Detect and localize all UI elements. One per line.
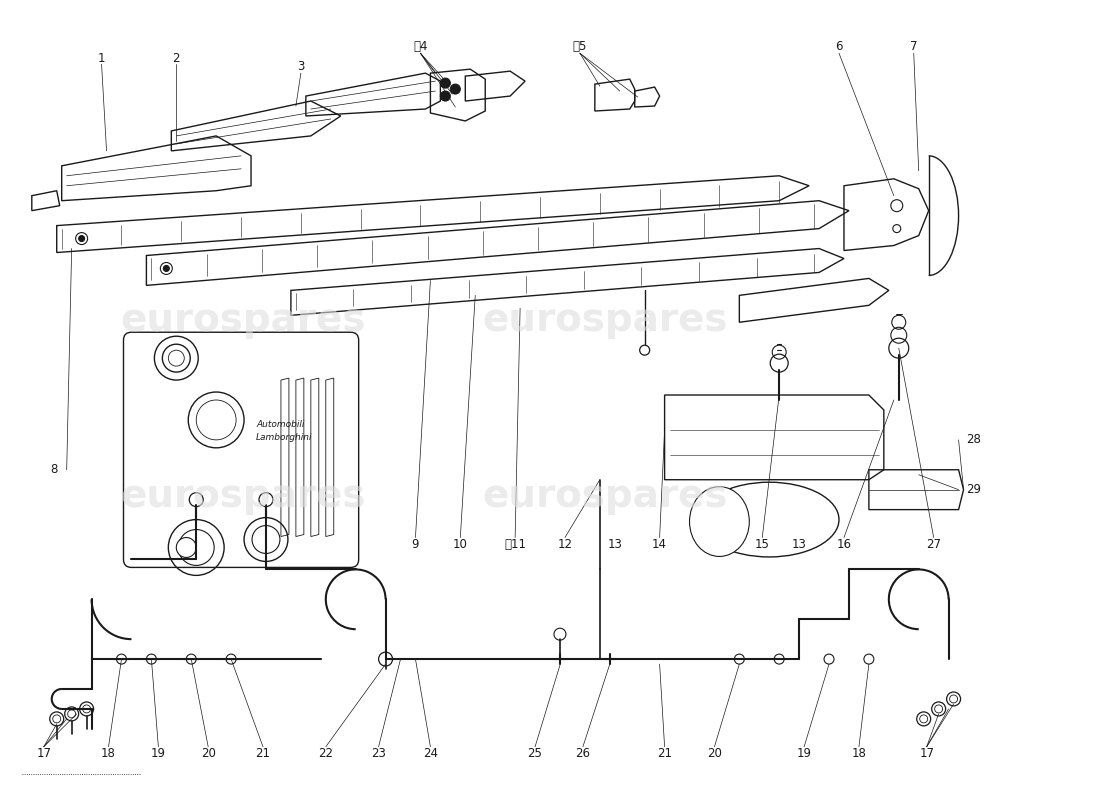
Text: 28: 28 (966, 434, 981, 446)
FancyBboxPatch shape (123, 332, 359, 567)
Text: 27: 27 (926, 538, 942, 551)
Text: ⁦5: ⁦5 (573, 40, 587, 53)
Text: 19: 19 (796, 747, 812, 760)
Text: 25: 25 (528, 747, 542, 760)
Text: 2: 2 (173, 52, 180, 65)
Circle shape (440, 91, 450, 101)
Text: 26: 26 (575, 747, 591, 760)
Text: 13: 13 (792, 538, 806, 551)
Text: Automobili: Automobili (256, 421, 305, 430)
Text: eurospares: eurospares (482, 302, 727, 339)
Text: 20: 20 (201, 747, 216, 760)
Text: eurospares: eurospares (120, 302, 366, 339)
Text: 22: 22 (318, 747, 333, 760)
Ellipse shape (690, 486, 749, 557)
Text: 8: 8 (50, 463, 57, 476)
Ellipse shape (700, 482, 839, 557)
Text: 12: 12 (558, 538, 572, 551)
Text: ⁦4: ⁦4 (414, 40, 428, 53)
Text: eurospares: eurospares (120, 477, 366, 514)
Text: 7: 7 (910, 40, 917, 53)
Circle shape (78, 235, 85, 242)
Text: 29: 29 (966, 483, 981, 496)
Text: 21: 21 (255, 747, 271, 760)
Text: 13: 13 (607, 538, 623, 551)
Text: 3: 3 (297, 60, 305, 73)
Text: 1: 1 (98, 52, 106, 65)
Circle shape (450, 84, 460, 94)
Text: 15: 15 (755, 538, 770, 551)
Text: 18: 18 (851, 747, 867, 760)
Text: 6: 6 (835, 40, 843, 53)
Text: 19: 19 (151, 747, 166, 760)
Text: 16: 16 (836, 538, 851, 551)
Circle shape (163, 266, 169, 271)
Text: 20: 20 (707, 747, 722, 760)
Text: eurospares: eurospares (482, 477, 727, 514)
Circle shape (440, 78, 450, 88)
Text: 24: 24 (422, 747, 438, 760)
Text: ⁦11: ⁦11 (504, 538, 526, 551)
Text: 17: 17 (36, 747, 52, 760)
Text: 10: 10 (453, 538, 468, 551)
Text: 21: 21 (657, 747, 672, 760)
Text: 14: 14 (652, 538, 667, 551)
Text: 23: 23 (371, 747, 386, 760)
Text: 18: 18 (101, 747, 116, 760)
Text: 9: 9 (411, 538, 419, 551)
Circle shape (176, 538, 196, 558)
Text: 17: 17 (920, 747, 934, 760)
Circle shape (378, 652, 393, 666)
Text: Lamborghini: Lamborghini (256, 434, 312, 442)
